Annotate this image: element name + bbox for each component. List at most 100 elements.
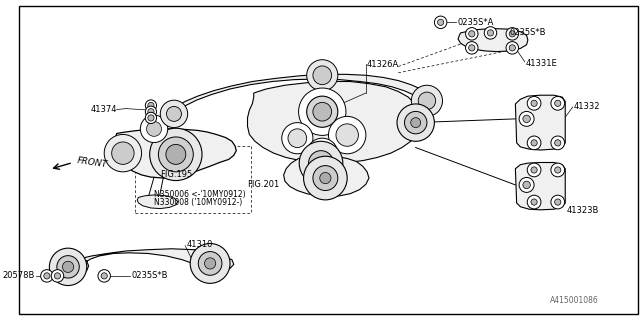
Circle shape (313, 102, 332, 121)
Circle shape (54, 273, 61, 279)
Circle shape (300, 141, 343, 185)
Circle shape (145, 106, 157, 117)
Text: 41331E: 41331E (526, 59, 557, 68)
Circle shape (145, 100, 157, 111)
Circle shape (313, 144, 332, 163)
Circle shape (148, 115, 154, 121)
Circle shape (531, 140, 537, 146)
Circle shape (63, 261, 74, 272)
Circle shape (140, 115, 168, 142)
Circle shape (551, 195, 564, 209)
Circle shape (555, 167, 561, 173)
Circle shape (411, 118, 420, 128)
Polygon shape (137, 195, 178, 209)
Circle shape (465, 42, 478, 54)
Circle shape (51, 270, 64, 282)
Circle shape (397, 104, 435, 141)
Circle shape (465, 28, 478, 40)
Circle shape (506, 28, 518, 40)
Circle shape (531, 167, 537, 173)
Circle shape (487, 30, 493, 36)
Circle shape (438, 19, 444, 25)
Circle shape (205, 258, 216, 269)
Circle shape (148, 108, 154, 115)
Circle shape (313, 166, 338, 190)
Circle shape (307, 60, 338, 91)
Circle shape (104, 134, 141, 172)
Circle shape (166, 107, 182, 121)
Circle shape (147, 121, 161, 136)
Circle shape (404, 111, 427, 134)
Circle shape (418, 92, 436, 109)
Circle shape (41, 270, 53, 282)
Circle shape (160, 100, 188, 128)
Circle shape (484, 27, 497, 39)
Text: 0235S*B: 0235S*B (132, 271, 168, 280)
Text: 0235S*B: 0235S*B (509, 28, 546, 37)
Circle shape (145, 112, 157, 124)
Circle shape (159, 137, 193, 172)
Circle shape (308, 151, 333, 176)
Circle shape (313, 66, 332, 84)
Circle shape (506, 42, 518, 54)
Polygon shape (51, 249, 234, 277)
Circle shape (282, 123, 313, 154)
Circle shape (531, 199, 537, 205)
Circle shape (98, 270, 111, 282)
Circle shape (101, 273, 108, 279)
Circle shape (523, 115, 531, 123)
Circle shape (555, 100, 561, 107)
Circle shape (44, 273, 50, 279)
Circle shape (148, 102, 154, 108)
Circle shape (336, 124, 358, 146)
Polygon shape (458, 28, 528, 52)
Text: FIG.195: FIG.195 (160, 170, 193, 179)
Circle shape (198, 252, 222, 275)
Circle shape (527, 136, 541, 150)
Circle shape (519, 111, 534, 126)
Circle shape (166, 144, 186, 164)
Circle shape (509, 45, 515, 51)
Circle shape (527, 195, 541, 209)
Polygon shape (515, 95, 565, 150)
Text: 41332: 41332 (573, 102, 600, 111)
Circle shape (523, 181, 531, 189)
Circle shape (299, 88, 346, 135)
Circle shape (303, 156, 347, 200)
Circle shape (190, 244, 230, 283)
Circle shape (509, 31, 515, 37)
Text: 41323B: 41323B (566, 206, 599, 215)
Text: 41326A: 41326A (367, 60, 399, 68)
Text: 41310: 41310 (186, 240, 213, 249)
Circle shape (555, 199, 561, 205)
Polygon shape (248, 82, 420, 163)
Circle shape (527, 163, 541, 177)
Circle shape (307, 138, 338, 169)
Circle shape (531, 100, 537, 107)
Circle shape (49, 248, 87, 285)
Circle shape (307, 96, 338, 127)
Text: FIG.201: FIG.201 (248, 180, 280, 189)
Circle shape (435, 16, 447, 28)
Circle shape (551, 163, 564, 177)
Circle shape (328, 116, 366, 154)
Circle shape (308, 98, 336, 125)
Text: FRONT: FRONT (76, 156, 108, 170)
Circle shape (288, 129, 307, 148)
Text: A415001086: A415001086 (550, 296, 598, 305)
Polygon shape (113, 129, 236, 178)
Circle shape (57, 256, 79, 278)
Polygon shape (284, 156, 369, 197)
Text: N350006 <-'10MY0912): N350006 <-'10MY0912) (154, 190, 246, 199)
Circle shape (551, 96, 564, 110)
Circle shape (468, 45, 475, 51)
Circle shape (527, 96, 541, 110)
Text: 0235S*A: 0235S*A (458, 18, 494, 27)
Polygon shape (166, 74, 431, 117)
Circle shape (468, 31, 475, 37)
Circle shape (519, 178, 534, 192)
Text: 41374: 41374 (90, 105, 117, 114)
Circle shape (412, 85, 442, 116)
Circle shape (320, 172, 331, 184)
Polygon shape (515, 163, 565, 210)
